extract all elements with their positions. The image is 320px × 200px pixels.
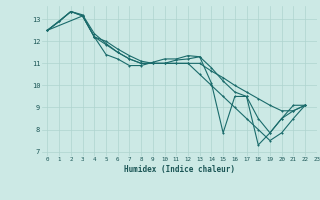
X-axis label: Humidex (Indice chaleur): Humidex (Indice chaleur) <box>124 165 235 174</box>
